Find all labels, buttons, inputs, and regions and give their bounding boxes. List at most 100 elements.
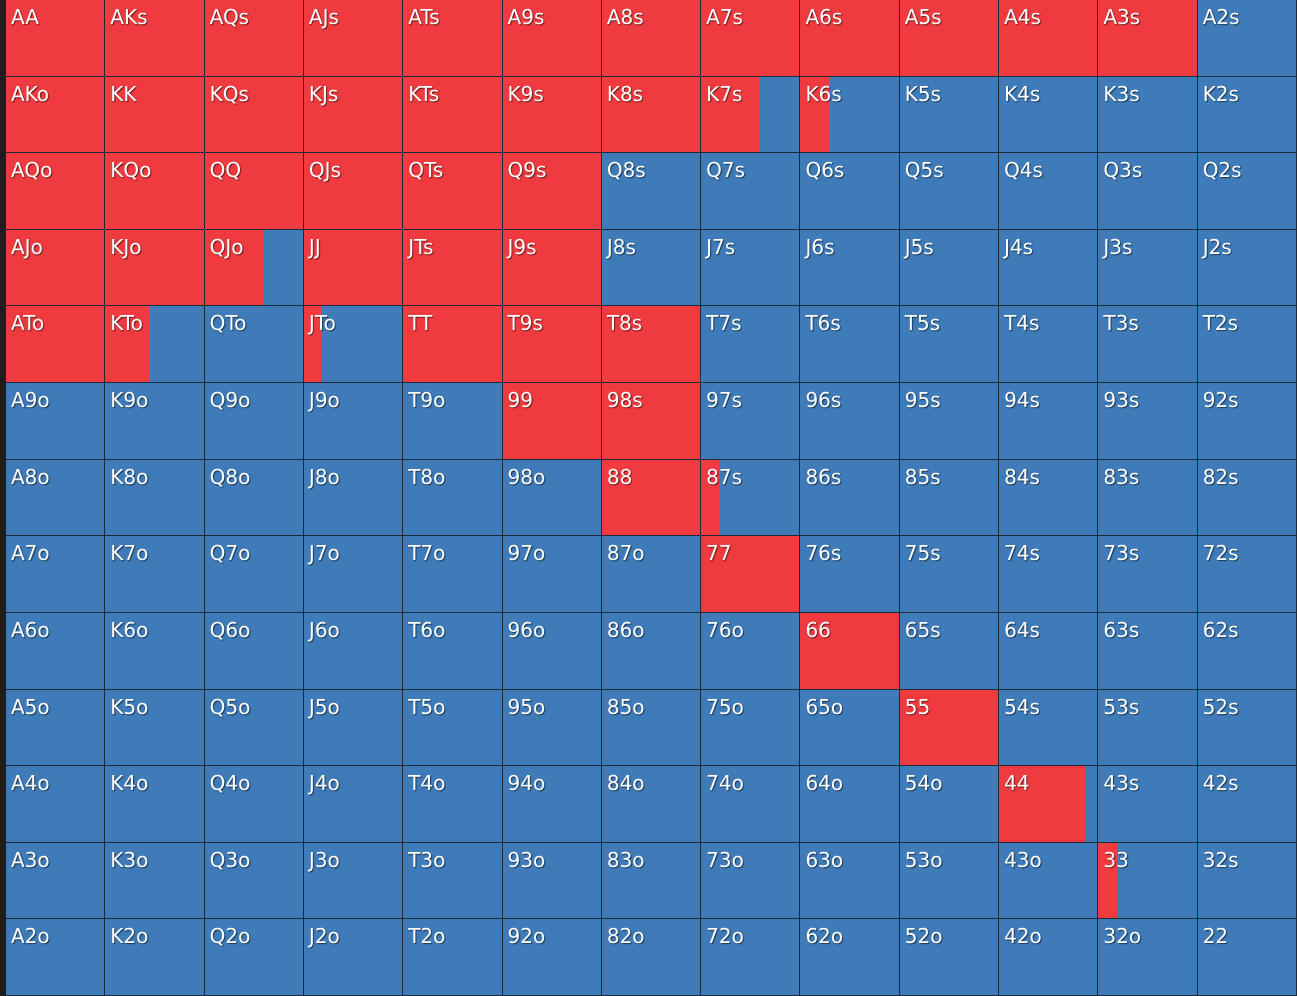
hand-cell-k7s[interactable]: K7s xyxy=(701,76,801,154)
hand-cell-t3o[interactable]: T3o xyxy=(403,842,503,920)
hand-cell-65s[interactable]: 65s xyxy=(899,612,1000,690)
hand-cell-k2o[interactable]: K2o xyxy=(105,919,205,996)
hand-cell-tt[interactable]: TT xyxy=(403,306,503,384)
hand-cell-53o[interactable]: 53o xyxy=(899,842,1000,920)
hand-cell-22[interactable]: 22 xyxy=(1197,919,1297,996)
hand-cell-q3o[interactable]: Q3o xyxy=(204,842,304,920)
hand-cell-a2s[interactable]: A2s xyxy=(1197,0,1297,77)
hand-cell-k9s[interactable]: K9s xyxy=(502,76,602,154)
hand-cell-93s[interactable]: 93s xyxy=(1098,383,1198,460)
hand-cell-k5o[interactable]: K5o xyxy=(105,689,205,767)
hand-cell-t5s[interactable]: T5s xyxy=(899,306,1000,384)
hand-cell-a3o[interactable]: A3o xyxy=(6,842,106,920)
hand-cell-ats[interactable]: ATs xyxy=(403,0,503,77)
hand-cell-t2o[interactable]: T2o xyxy=(403,919,503,996)
hand-cell-jto[interactable]: JTo xyxy=(303,306,404,384)
hand-cell-q7o[interactable]: Q7o xyxy=(204,536,304,613)
hand-cell-95o[interactable]: 95o xyxy=(502,689,602,767)
hand-cell-85s[interactable]: 85s xyxy=(899,459,1000,537)
hand-cell-t9s[interactable]: T9s xyxy=(502,306,602,384)
hand-cell-a9s[interactable]: A9s xyxy=(502,0,602,77)
hand-cell-kk[interactable]: KK xyxy=(105,76,205,154)
hand-cell-j2o[interactable]: J2o xyxy=(303,919,404,996)
hand-cell-75s[interactable]: 75s xyxy=(899,536,1000,613)
hand-cell-q9o[interactable]: Q9o xyxy=(204,383,304,460)
hand-cell-q2o[interactable]: Q2o xyxy=(204,919,304,996)
hand-cell-q5s[interactable]: Q5s xyxy=(899,153,1000,230)
hand-cell-q4o[interactable]: Q4o xyxy=(204,766,304,843)
hand-cell-54o[interactable]: 54o xyxy=(899,766,1000,843)
hand-cell-a7o[interactable]: A7o xyxy=(6,536,106,613)
hand-cell-75o[interactable]: 75o xyxy=(701,689,801,767)
hand-cell-aqo[interactable]: AQo xyxy=(6,153,106,230)
hand-cell-j5o[interactable]: J5o xyxy=(303,689,404,767)
hand-cell-64s[interactable]: 64s xyxy=(999,612,1099,690)
hand-cell-84o[interactable]: 84o xyxy=(601,766,702,843)
hand-cell-q9s[interactable]: Q9s xyxy=(502,153,602,230)
hand-cell-t4s[interactable]: T4s xyxy=(999,306,1099,384)
hand-cell-t4o[interactable]: T4o xyxy=(403,766,503,843)
hand-cell-k8o[interactable]: K8o xyxy=(105,459,205,537)
hand-cell-kts[interactable]: KTs xyxy=(403,76,503,154)
hand-cell-65o[interactable]: 65o xyxy=(800,689,900,767)
hand-cell-q2s[interactable]: Q2s xyxy=(1197,153,1297,230)
hand-cell-83o[interactable]: 83o xyxy=(601,842,702,920)
hand-cell-q8s[interactable]: Q8s xyxy=(601,153,702,230)
hand-cell-66[interactable]: 66 xyxy=(800,612,900,690)
hand-cell-t5o[interactable]: T5o xyxy=(403,689,503,767)
hand-cell-t3s[interactable]: T3s xyxy=(1098,306,1198,384)
hand-cell-t7o[interactable]: T7o xyxy=(403,536,503,613)
hand-cell-94o[interactable]: 94o xyxy=(502,766,602,843)
hand-cell-q6s[interactable]: Q6s xyxy=(800,153,900,230)
hand-cell-92s[interactable]: 92s xyxy=(1197,383,1297,460)
hand-cell-76o[interactable]: 76o xyxy=(701,612,801,690)
hand-cell-86s[interactable]: 86s xyxy=(800,459,900,537)
hand-cell-k2s[interactable]: K2s xyxy=(1197,76,1297,154)
hand-cell-a5s[interactable]: A5s xyxy=(899,0,1000,77)
hand-cell-q3s[interactable]: Q3s xyxy=(1098,153,1198,230)
hand-cell-ato[interactable]: ATo xyxy=(6,306,106,384)
hand-cell-k4s[interactable]: K4s xyxy=(999,76,1099,154)
hand-cell-j7o[interactable]: J7o xyxy=(303,536,404,613)
hand-cell-t8s[interactable]: T8s xyxy=(601,306,702,384)
hand-cell-85o[interactable]: 85o xyxy=(601,689,702,767)
hand-cell-97o[interactable]: 97o xyxy=(502,536,602,613)
hand-cell-jts[interactable]: JTs xyxy=(403,229,503,307)
hand-cell-qts[interactable]: QTs xyxy=(403,153,503,230)
hand-cell-k8s[interactable]: K8s xyxy=(601,76,702,154)
hand-cell-62o[interactable]: 62o xyxy=(800,919,900,996)
hand-cell-a3s[interactable]: A3s xyxy=(1098,0,1198,77)
hand-cell-a7s[interactable]: A7s xyxy=(701,0,801,77)
hand-cell-j3s[interactable]: J3s xyxy=(1098,229,1198,307)
hand-cell-32s[interactable]: 32s xyxy=(1197,842,1297,920)
hand-cell-95s[interactable]: 95s xyxy=(899,383,1000,460)
hand-cell-qto[interactable]: QTo xyxy=(204,306,304,384)
hand-cell-q8o[interactable]: Q8o xyxy=(204,459,304,537)
hand-cell-j9o[interactable]: J9o xyxy=(303,383,404,460)
hand-cell-j2s[interactable]: J2s xyxy=(1197,229,1297,307)
hand-cell-a6o[interactable]: A6o xyxy=(6,612,106,690)
hand-cell-q5o[interactable]: Q5o xyxy=(204,689,304,767)
hand-cell-aqs[interactable]: AQs xyxy=(204,0,304,77)
hand-cell-kqs[interactable]: KQs xyxy=(204,76,304,154)
hand-cell-k3s[interactable]: K3s xyxy=(1098,76,1198,154)
hand-cell-j9s[interactable]: J9s xyxy=(502,229,602,307)
hand-cell-aa[interactable]: AA xyxy=(6,0,106,77)
hand-cell-33[interactable]: 33 xyxy=(1098,842,1198,920)
hand-cell-ajo[interactable]: AJo xyxy=(6,229,106,307)
hand-cell-a8s[interactable]: A8s xyxy=(601,0,702,77)
hand-cell-73s[interactable]: 73s xyxy=(1098,536,1198,613)
hand-cell-87s[interactable]: 87s xyxy=(701,459,801,537)
hand-cell-kjo[interactable]: KJo xyxy=(105,229,205,307)
hand-cell-64o[interactable]: 64o xyxy=(800,766,900,843)
hand-cell-42o[interactable]: 42o xyxy=(999,919,1099,996)
hand-cell-j8o[interactable]: J8o xyxy=(303,459,404,537)
hand-cell-k6o[interactable]: K6o xyxy=(105,612,205,690)
hand-cell-j8s[interactable]: J8s xyxy=(601,229,702,307)
hand-cell-qjo[interactable]: QJo xyxy=(204,229,304,307)
hand-cell-86o[interactable]: 86o xyxy=(601,612,702,690)
hand-cell-qjs[interactable]: QJs xyxy=(303,153,404,230)
hand-cell-t9o[interactable]: T9o xyxy=(403,383,503,460)
hand-cell-99[interactable]: 99 xyxy=(502,383,602,460)
hand-cell-k9o[interactable]: K9o xyxy=(105,383,205,460)
